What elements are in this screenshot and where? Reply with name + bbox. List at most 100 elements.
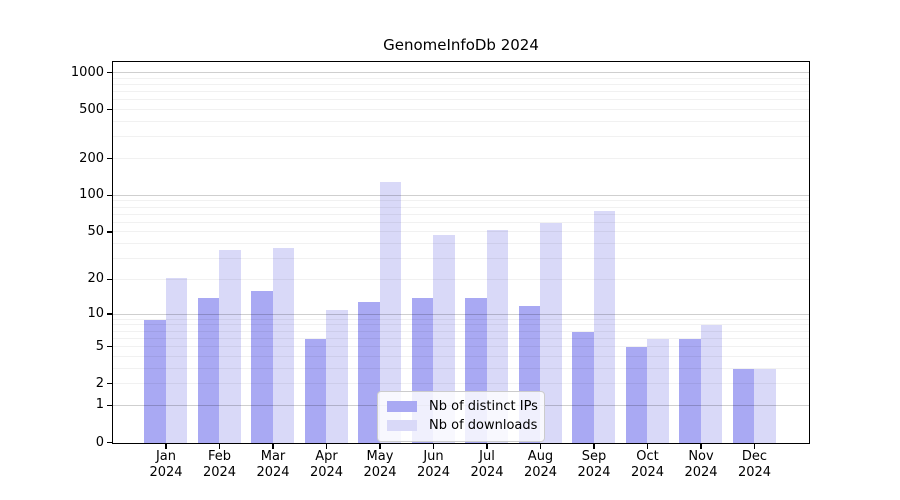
ytick-label-10: 10 [87, 306, 104, 322]
gridline-7 [113, 330, 809, 332]
xtick-month-text: Sep [581, 449, 607, 464]
xtick-label-jul: Jul 2024 [457, 449, 517, 481]
xtick-label-sep: Sep 2024 [564, 449, 624, 481]
ytick-mark-5 [107, 345, 112, 348]
gridline-4 [113, 355, 809, 357]
bar-downloads-apr [326, 309, 348, 443]
ytick-mark-50 [107, 231, 112, 233]
xtick-year-text: 2024 [309, 465, 344, 480]
xtick-label-oct: Oct 2024 [618, 449, 678, 481]
ytick-label-500: 500 [79, 101, 104, 117]
gridline-50 [113, 231, 809, 233]
xtick-month-text: May [366, 449, 394, 464]
bar-downloads-feb [219, 249, 241, 443]
ytick-label-1000: 1000 [70, 64, 104, 80]
gridline-10 [113, 313, 809, 315]
xtick-year-text: 2024 [684, 465, 718, 480]
ytick-label-1: 1 [95, 397, 104, 413]
xtick-label-may: May 2024 [350, 449, 410, 481]
ytick-label-200: 200 [79, 150, 104, 166]
legend: Nb of distinct IPs Nb of downloads [377, 391, 545, 442]
gridline-2 [113, 383, 809, 385]
gridline-500 [113, 109, 809, 111]
xtick-month-text: Aug [527, 449, 554, 464]
bar-distinct-ips-apr [304, 338, 326, 443]
legend-item-distinct-ips: Nb of distinct IPs [387, 397, 538, 416]
ytick-mark-100 [107, 194, 112, 196]
bar-distinct-ips-mar [251, 291, 273, 443]
xtick-label-feb: Feb 2024 [190, 449, 250, 481]
ytick-label-100: 100 [79, 187, 104, 203]
bar-downloads-jun [433, 234, 455, 443]
xtick-month-text: Oct [636, 449, 659, 464]
gridline-3 [113, 367, 809, 369]
xtick-mark-mar [272, 444, 274, 449]
xtick-year-text: 2024 [202, 465, 237, 480]
bar-downloads-mar [272, 248, 294, 443]
xtick-mark-may [379, 444, 381, 449]
gridline-700 [113, 91, 809, 93]
legend-swatch-distinct-ips [387, 401, 417, 412]
xtick-month-text: Jan [155, 449, 177, 464]
xtick-label-nov: Nov 2024 [671, 449, 731, 481]
xtick-year-text: 2024 [470, 465, 504, 480]
bar-downloads-sep [593, 211, 615, 443]
bar-distinct-ips-oct [625, 347, 647, 443]
gridline-8 [113, 324, 809, 326]
xtick-mark-apr [325, 444, 328, 449]
xtick-label-dec: Dec 2024 [725, 449, 785, 481]
ytick-label-2: 2 [95, 375, 104, 391]
xtick-year-text: 2024 [149, 465, 183, 480]
bar-downloads-may [379, 181, 401, 443]
gridline-90 [113, 200, 809, 202]
legend-label-downloads: Nb of downloads [429, 418, 538, 433]
gridline-600 [113, 99, 809, 101]
bar-distinct-ips-nov [679, 338, 701, 443]
ytick-mark-1 [107, 404, 112, 407]
xtick-mark-dec [753, 444, 756, 449]
ytick-mark-500 [107, 108, 112, 111]
ytick-mark-20 [107, 278, 112, 281]
xtick-label-mar: Mar 2024 [243, 449, 303, 481]
ytick-mark-10 [107, 313, 112, 315]
xtick-label-jan: Jan 2024 [136, 449, 196, 481]
ytick-mark-200 [107, 157, 112, 160]
bar-distinct-ips-sep [572, 331, 594, 443]
gridline-100 [113, 194, 809, 196]
gridline-60 [113, 221, 809, 223]
xtick-month-text: Nov [688, 449, 714, 464]
bar-downloads-aug [540, 222, 562, 443]
xtick-mark-feb [218, 444, 221, 449]
xtick-month-text: Feb [207, 449, 232, 464]
ytick-label-5: 5 [95, 338, 104, 354]
xtick-label-apr: Apr 2024 [297, 449, 357, 481]
xtick-year-text: 2024 [523, 465, 558, 480]
ytick-label-50: 50 [87, 223, 104, 239]
xtick-mark-aug [539, 444, 542, 449]
xtick-mark-nov [700, 444, 702, 449]
xtick-label-aug: Aug 2024 [511, 449, 571, 481]
xtick-year-text: 2024 [577, 465, 611, 480]
gridline-30 [113, 258, 809, 260]
gridline-900 [113, 77, 809, 79]
ytick-mark-1000 [107, 71, 112, 74]
plot-area: Nb of distinct IPs Nb of downloads [112, 61, 810, 444]
bar-downloads-nov [700, 325, 722, 443]
xtick-year-text: 2024 [737, 465, 772, 480]
xtick-year-text: 2024 [363, 465, 397, 480]
gridline-80 [113, 206, 809, 208]
xtick-mark-sep [593, 444, 595, 449]
ytick-label-0: 0 [95, 434, 104, 450]
ytick-label-20: 20 [87, 271, 104, 287]
bar-distinct-ips-dec [732, 368, 754, 443]
xtick-month-text: Dec [741, 449, 768, 464]
bar-downloads-jul [486, 230, 508, 443]
gridline-400 [113, 121, 809, 123]
gridline-5 [113, 346, 809, 348]
bar-downloads-oct [647, 338, 669, 443]
xtick-label-jun: Jun 2024 [404, 449, 464, 481]
xtick-mark-jul [486, 444, 488, 449]
grid-layer [113, 62, 809, 443]
chart-title: GenomeInfoDb 2024 [383, 36, 539, 54]
gridline-70 [113, 213, 809, 215]
